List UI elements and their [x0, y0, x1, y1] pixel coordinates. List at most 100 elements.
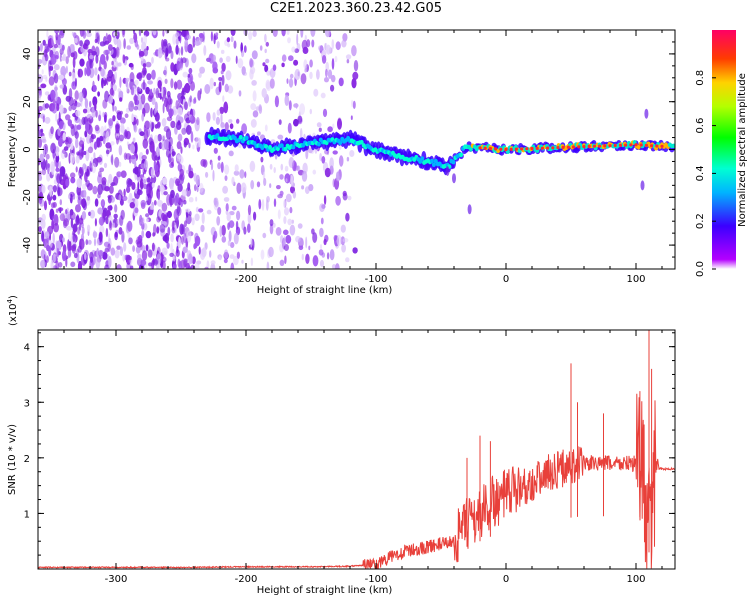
noise-blob: [136, 241, 143, 248]
noise-blob: [52, 185, 58, 193]
noise-blob: [110, 81, 114, 90]
y-tick-label: 40: [22, 48, 33, 61]
noise-blob: [74, 77, 77, 87]
noise-blob: [105, 227, 109, 238]
noise-blob: [283, 199, 286, 209]
noise-blob: [128, 237, 133, 245]
noise-blob: [269, 219, 274, 227]
noise-blob: [288, 55, 294, 62]
noise-blob: [222, 185, 229, 194]
noise-blob: [44, 231, 50, 239]
noise-blob: [213, 230, 218, 239]
noise-blob: [330, 84, 335, 92]
noise-blob: [81, 30, 86, 36]
noise-blob: [108, 221, 113, 231]
noise-blob: [44, 103, 50, 109]
noise-blob: [308, 245, 311, 251]
noise-blob: [161, 247, 168, 256]
noise-blob: [349, 150, 355, 157]
noise-blob: [156, 226, 160, 234]
noise-blob: [80, 198, 85, 207]
noise-blob: [50, 142, 56, 154]
noise-blob: [182, 30, 187, 37]
noise-blob: [185, 187, 192, 197]
noise-blob: [148, 186, 152, 194]
noise-blob: [181, 235, 184, 245]
noise-blob: [177, 183, 183, 192]
noise-blob: [85, 239, 89, 246]
noise-blob: [151, 242, 155, 252]
signal-peak: [478, 146, 482, 150]
noise-blob: [44, 200, 47, 211]
noise-blob: [75, 155, 80, 164]
noise-blob: [83, 150, 87, 156]
noise-blob: [114, 231, 118, 241]
noise-blob: [87, 239, 92, 245]
noise-blob: [173, 81, 178, 90]
noise-blob: [161, 202, 168, 212]
noise-blob: [194, 213, 200, 222]
noise-blob: [113, 213, 118, 219]
noise-blob: [210, 260, 216, 265]
noise-blob: [213, 197, 217, 206]
noise-blob: [81, 226, 85, 235]
noise-blob: [157, 191, 160, 201]
noise-blob: [196, 185, 199, 193]
noise-blob: [139, 178, 144, 190]
noise-blob: [91, 51, 97, 56]
noise-blob: [122, 195, 128, 201]
noise-blob: [159, 224, 166, 233]
noise-blob: [116, 245, 121, 250]
noise-blob: [38, 45, 41, 53]
noise-blob: [145, 61, 152, 68]
noise-blob: [165, 148, 172, 158]
heatmap-noise: [38, 30, 359, 269]
signal-core: [671, 143, 675, 149]
noise-blob: [104, 247, 110, 253]
noise-blob: [97, 74, 100, 82]
noise-blob: [126, 81, 129, 93]
noise-blob: [155, 146, 160, 157]
noise-blob: [230, 242, 235, 248]
noise-blob: [99, 225, 105, 234]
noise-blob: [119, 76, 122, 88]
noise-blob: [102, 205, 105, 211]
noise-blob: [181, 57, 187, 64]
noise-blob: [38, 74, 43, 83]
noise-blob: [176, 141, 182, 150]
noise-blob: [176, 79, 183, 90]
noise-blob: [188, 67, 193, 74]
noise-blob: [181, 127, 187, 135]
noise-blob: [171, 151, 176, 156]
signal-peak: [572, 145, 576, 149]
noise-blob: [180, 146, 183, 154]
noise-blob: [74, 102, 81, 108]
x-tick-label: 100: [626, 274, 645, 285]
noise-blob: [268, 246, 274, 258]
noise-blob: [331, 39, 335, 50]
noise-blob: [223, 101, 229, 114]
noise-blob: [269, 223, 274, 235]
noise-blob: [94, 67, 98, 76]
noise-blob: [247, 212, 252, 224]
noise-blob: [65, 114, 71, 121]
noise-blob: [241, 66, 246, 76]
noise-blob: [319, 203, 325, 213]
noise-blob: [169, 252, 175, 257]
noise-blob: [140, 37, 144, 43]
noise-blob: [100, 199, 106, 208]
noise-blob: [296, 33, 299, 46]
noise-blob: [189, 115, 194, 124]
noise-blob: [166, 90, 171, 98]
noise-blob: [52, 232, 55, 245]
noise-blob: [57, 127, 62, 137]
noise-blob: [194, 242, 198, 249]
colorbar-tick-label: 0.6: [695, 118, 706, 134]
colorbar-tick-label: 0.2: [695, 213, 706, 229]
noise-blob: [84, 67, 87, 76]
noise-blob: [226, 212, 231, 222]
noise-blob: [61, 56, 66, 61]
noise-blob: [161, 134, 166, 140]
colorbar-ticks: 0.0 0.2 0.4 0.6 0.8 Normalized spectral ampli…: [695, 70, 748, 277]
noise-blob: [129, 202, 135, 209]
